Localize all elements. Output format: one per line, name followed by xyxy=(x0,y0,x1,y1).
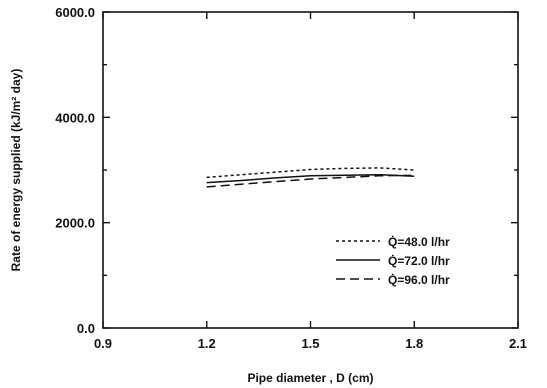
legend-label-1: Q̇=48.0 l/hr xyxy=(388,234,450,249)
x-tick-label: 0.9 xyxy=(94,336,112,351)
y-tick-label: 2000.0 xyxy=(55,216,95,231)
legend: Q̇=48.0 l/hr Q̇=72.0 l/hr Q̇=96.0 l/hr xyxy=(336,234,450,287)
y-axis-title: Rate of energy supplied (kJ/m² day) xyxy=(9,69,23,272)
x-tick-label: 1.5 xyxy=(301,336,319,351)
y-tick-label: 0.0 xyxy=(77,321,95,336)
series-line-2 xyxy=(206,173,415,184)
series-lines xyxy=(206,167,415,188)
legend-label-3: Q̇=96.0 l/hr xyxy=(388,272,450,287)
y-tick-label: 6000.0 xyxy=(55,5,95,20)
x-tick-label: 2.1 xyxy=(509,336,527,351)
legend-label-2: Q̇=72.0 l/hr xyxy=(388,253,450,268)
plot-frame xyxy=(102,11,519,329)
series-line-1 xyxy=(206,167,415,179)
x-tick-label: 1.8 xyxy=(405,336,423,351)
x-axis-ticks: 0.9 1.2 1.5 1.8 2.1 xyxy=(94,12,527,351)
x-tick-label: 1.2 xyxy=(198,336,216,351)
y-tick-label: 4000.0 xyxy=(55,110,95,125)
x-axis-title: Pipe diameter , D (cm) xyxy=(247,371,373,385)
series-line-3 xyxy=(206,174,415,188)
